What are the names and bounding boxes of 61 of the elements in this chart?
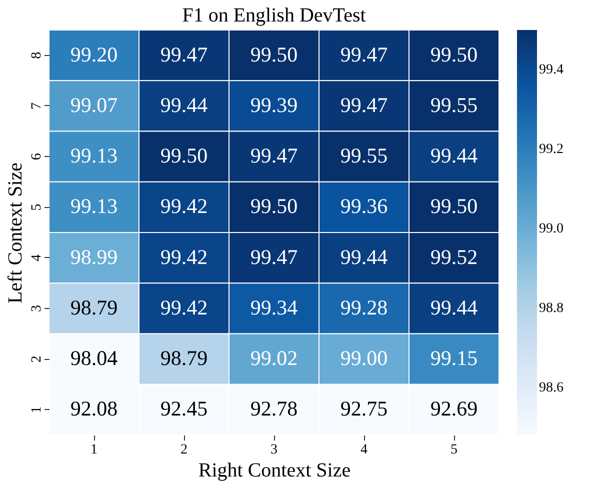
data-label: 98.79 bbox=[70, 295, 118, 320]
data-label: 99.47 bbox=[250, 244, 298, 269]
color-bar-label: 99.0 bbox=[539, 222, 564, 237]
data-label: 92.69 bbox=[430, 396, 478, 421]
x-axis-title: Right Context Size bbox=[198, 460, 351, 482]
data-label: 99.39 bbox=[250, 92, 298, 117]
data-label: 99.47 bbox=[340, 42, 388, 66]
x-tick-label: 2 bbox=[180, 442, 188, 458]
data-label: 99.52 bbox=[430, 244, 478, 269]
x-tick-label: 1 bbox=[90, 442, 98, 458]
data-label: 99.44 bbox=[160, 92, 208, 117]
data-label: 92.08 bbox=[70, 396, 118, 421]
data-label: 99.28 bbox=[340, 295, 388, 320]
color-bar-label: 98.8 bbox=[539, 300, 564, 316]
data-label: 99.42 bbox=[160, 244, 208, 269]
data-label: 99.13 bbox=[70, 194, 118, 218]
y-tick-label: 7 bbox=[30, 102, 44, 110]
data-label: 99.47 bbox=[250, 144, 298, 168]
x-tick-label: 5 bbox=[450, 442, 458, 458]
data-label: 92.75 bbox=[340, 396, 388, 421]
color-bar-label: 99.2 bbox=[539, 142, 564, 158]
data-label: 99.44 bbox=[430, 295, 478, 320]
data-label: 99.50 bbox=[430, 194, 478, 218]
y-tick-label: 2 bbox=[30, 356, 44, 363]
color-bar-label: 99.4 bbox=[539, 62, 564, 78]
y-tick-label: 5 bbox=[30, 204, 44, 211]
data-label: 99.44 bbox=[430, 144, 478, 168]
data-label: 99.20 bbox=[70, 42, 118, 66]
y-tick-label: 3 bbox=[30, 304, 44, 312]
data-label: 99.55 bbox=[430, 92, 478, 117]
data-label: 98.79 bbox=[160, 346, 208, 370]
x-tick-label: 4 bbox=[360, 442, 368, 458]
data-label: 99.36 bbox=[340, 194, 388, 218]
data-label: 99.44 bbox=[340, 244, 388, 269]
data-label: 99.55 bbox=[340, 144, 388, 168]
data-label: 99.50 bbox=[430, 42, 478, 66]
data-label: 99.07 bbox=[70, 92, 118, 117]
y-tick-label: 1 bbox=[30, 406, 44, 414]
data-label: 99.34 bbox=[250, 295, 298, 320]
data-label: 99.02 bbox=[250, 346, 298, 370]
data-label: 99.50 bbox=[160, 144, 208, 168]
y-tick-label: 6 bbox=[30, 153, 44, 160]
data-label: 99.50 bbox=[250, 42, 298, 66]
y-axis-title: Left Context Size bbox=[4, 162, 26, 304]
data-label: 99.42 bbox=[160, 194, 208, 218]
y-tick-label: 4 bbox=[30, 254, 44, 262]
data-label: 98.99 bbox=[70, 244, 118, 269]
data-label: 99.42 bbox=[160, 295, 208, 320]
data-label: 92.78 bbox=[250, 396, 298, 421]
color-bar-label: 98.6 bbox=[539, 380, 564, 396]
data-label: 99.47 bbox=[160, 42, 208, 66]
x-tick-label: 3 bbox=[270, 442, 278, 458]
data-label: 99.47 bbox=[340, 92, 388, 117]
chart-title: F1 on English DevTest bbox=[182, 4, 366, 26]
data-label: 98.04 bbox=[70, 346, 118, 370]
data-label: 99.13 bbox=[70, 144, 118, 168]
data-label: 92.45 bbox=[160, 396, 208, 421]
data-label: 99.00 bbox=[340, 346, 388, 370]
y-tick-label: 8 bbox=[30, 52, 44, 59]
data-label: 99.50 bbox=[250, 194, 298, 218]
data-label: 99.15 bbox=[430, 346, 478, 370]
